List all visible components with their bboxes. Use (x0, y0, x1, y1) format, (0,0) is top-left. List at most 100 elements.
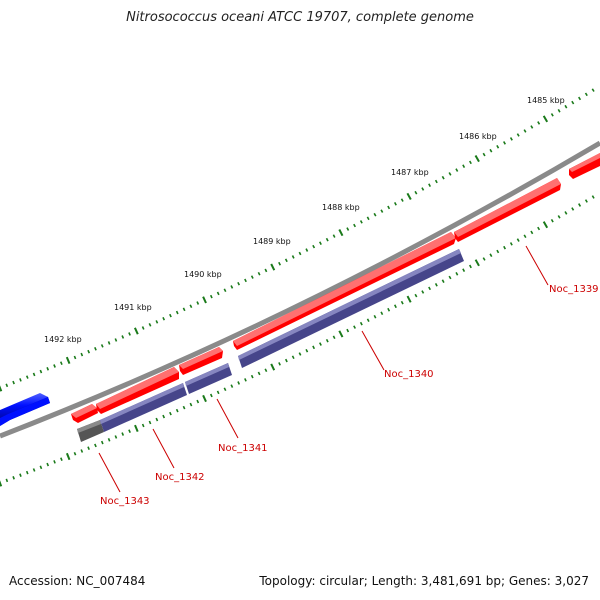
outer-tick-66 (448, 172, 452, 176)
inner-tick-45 (305, 348, 309, 353)
inner-tick-23 (155, 417, 159, 422)
inner-tick-11 (73, 451, 77, 456)
inner-tick-36 (244, 378, 247, 382)
outer-tick-60 (406, 192, 412, 200)
outer-tick-31 (209, 294, 213, 299)
inner-tick-28 (189, 402, 193, 407)
outer-tick-15 (100, 344, 104, 348)
outer-tick-50 (338, 229, 344, 237)
outer-tick-55 (373, 212, 377, 217)
outer-tick-71 (482, 152, 486, 157)
inner-tick-17 (114, 435, 118, 439)
outer-tick-54 (366, 216, 370, 221)
outer-tick-9 (59, 361, 63, 366)
inner-tick-79 (537, 226, 541, 231)
scale-label-1485: 1485 kbp (527, 96, 565, 105)
outer-tick-77 (523, 129, 527, 133)
inner-tick-21 (141, 423, 145, 428)
outer-tick-48 (325, 237, 329, 242)
cds-bar-noc-1343[interactable] (77, 420, 104, 442)
inner-tick-46 (312, 345, 316, 350)
outer-tick-22 (148, 323, 152, 327)
inner-tick-70 (474, 259, 480, 267)
gene-arrow-noc-1340[interactable] (233, 232, 456, 350)
gene-arrow-noc-1339[interactable] (454, 178, 561, 242)
inner-tick-39 (264, 368, 268, 373)
gene-label-noc-1341: Noc_1341 (218, 443, 268, 454)
cds-bar-noc-1342[interactable] (100, 383, 187, 432)
outer-tick-0 (0, 385, 3, 392)
cds-bar-noc-1341[interactable] (185, 363, 232, 394)
inner-tick-44 (298, 352, 302, 356)
inner-tick-6 (39, 465, 43, 470)
inner-tick-57 (387, 307, 391, 312)
scale-label-1492: 1492 kbp (44, 335, 82, 344)
outer-tick-34 (230, 285, 234, 289)
inner-tick-47 (318, 342, 322, 346)
inner-tick-84 (571, 207, 575, 211)
outer-tick-69 (468, 160, 472, 165)
outer-tick-24 (162, 316, 166, 321)
scale-label-1486: 1486 kbp (459, 132, 497, 141)
outer-tick-74 (503, 141, 506, 145)
inner-tick-0 (0, 480, 3, 487)
outer-tick-47 (318, 241, 322, 245)
gene-label-group-noc-1343: Noc_1343 (98, 452, 150, 507)
outer-tick-80 (542, 115, 549, 123)
cds-bar-noc-1340[interactable] (238, 249, 464, 368)
inner-tick-56 (380, 311, 384, 316)
outer-tick-4 (25, 375, 29, 379)
outer-tick-11 (73, 355, 77, 360)
gene-arrow-noc-1343[interactable] (71, 404, 98, 423)
outer-tick-64 (434, 179, 438, 184)
outer-tick-52 (353, 223, 357, 228)
inner-tick-40 (270, 363, 276, 371)
gene-label-group-noc-1342: Noc_1342 (152, 428, 205, 483)
outer-tick-26 (175, 310, 179, 315)
outer-tick-29 (196, 301, 200, 305)
outer-tick-53 (359, 220, 363, 224)
inner-tick-27 (182, 405, 186, 410)
inner-tick-31 (209, 393, 213, 398)
inner-tick-87 (591, 195, 595, 199)
inner-tick-38 (257, 371, 261, 376)
inner-tick-59 (400, 300, 404, 305)
inner-tick-71 (482, 257, 486, 261)
outer-tick-40 (270, 263, 276, 271)
outer-tick-17 (114, 338, 118, 342)
inner-tick-80 (542, 221, 549, 229)
inner-tick-66 (448, 275, 452, 280)
outer-tick-25 (169, 313, 172, 318)
outer-tick-32 (216, 291, 220, 296)
outer-tick-51 (346, 227, 350, 231)
outer-tick-45 (305, 248, 309, 252)
inner-tick-33 (223, 387, 227, 392)
gene-arrow-next[interactable] (569, 153, 600, 179)
outer-tick-33 (223, 288, 227, 293)
outer-tick-57 (387, 205, 391, 210)
outer-tick-28 (189, 304, 193, 309)
outer-tick-86 (584, 92, 588, 97)
inner-tick-25 (169, 411, 172, 416)
outer-tick-41 (278, 261, 282, 266)
outer-tick-1 (5, 383, 9, 388)
inner-tick-54 (366, 318, 370, 322)
outer-tick-27 (182, 307, 186, 312)
inner-tick-22 (148, 420, 152, 425)
outer-tick-38 (257, 271, 261, 276)
inner-tick-35 (237, 381, 241, 385)
scale-label-1491: 1491 kbp (114, 303, 152, 312)
gene-arrow-noc-1341[interactable] (179, 347, 223, 375)
inner-tick-29 (196, 399, 200, 404)
outer-tick-30 (202, 296, 207, 304)
outer-tick-87 (591, 88, 595, 92)
inner-tick-43 (291, 355, 295, 360)
inner-tick-12 (80, 449, 84, 453)
inner-tick-50 (338, 330, 344, 338)
gene-arrow-noc-1342[interactable] (96, 367, 179, 414)
blue-feature[interactable] (0, 393, 50, 426)
inner-tick-61 (414, 293, 418, 298)
outer-tick-21 (141, 326, 145, 330)
inner-tick-24 (162, 414, 166, 419)
